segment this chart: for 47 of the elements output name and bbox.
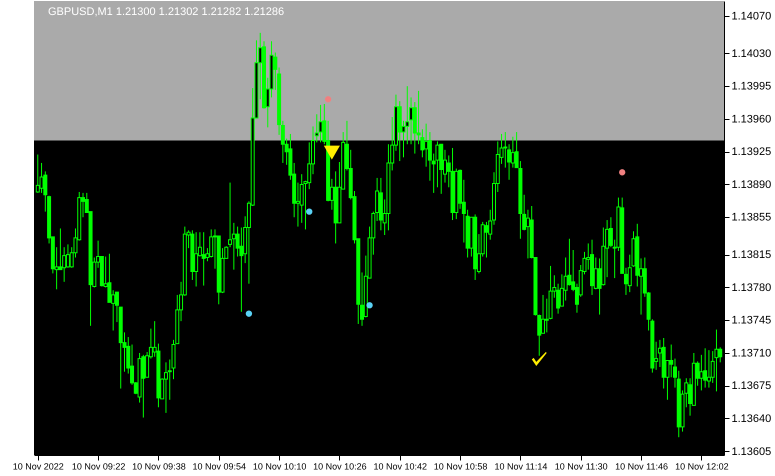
y-tick-label: 1.13605	[732, 446, 772, 458]
x-tick-label: 10 Nov 11:14	[494, 462, 548, 472]
candlestick	[706, 350, 711, 388]
x-tick-label: 10 Nov 11:30	[554, 462, 608, 472]
y-tick-label: 1.13855	[732, 212, 772, 224]
point	[324, 146, 340, 160]
x-tick-label: 10 Nov 11:46	[615, 462, 668, 472]
y-tick-label: 1.13995	[732, 80, 772, 93]
candlestick	[484, 221, 488, 258]
point	[246, 310, 252, 317]
x-tick-label: 10 Nov 09:54	[192, 462, 246, 472]
candlestick	[718, 346, 722, 363]
point	[619, 169, 626, 176]
candlestick	[164, 362, 168, 414]
y-tick-label: 1.13640	[732, 412, 772, 425]
x-tick-label: 10 Nov 10:10	[252, 462, 306, 472]
y-tick-label: 1.13675	[732, 380, 772, 392]
candlestick	[699, 354, 704, 391]
x-tick-label: 10 Nov 10:42	[373, 462, 428, 472]
candlestick	[194, 232, 198, 288]
y-tick-label: 1.13780	[732, 282, 772, 294]
x-tick-label: 10 Nov 09:38	[132, 462, 186, 472]
x-tick-label: 10 Nov 10:58	[434, 462, 488, 472]
y-tick-label: 1.14030	[732, 48, 772, 60]
y-tick-label: 1.13710	[732, 347, 772, 360]
candlestick	[703, 348, 708, 388]
chart-title: GBPUSD,M1 1.21300 1.21302 1.21282 1.21286	[48, 6, 284, 18]
candlestick	[202, 232, 206, 286]
candlestick	[318, 104, 323, 143]
x-tick-label: 10 Nov 2022	[12, 462, 64, 472]
point	[532, 352, 547, 366]
y-tick-label: 1.13925	[732, 146, 772, 158]
candlestick	[526, 209, 530, 259]
candlestick	[541, 294, 546, 334]
y-tick-label: 1.14070	[732, 10, 772, 22]
candlestick	[424, 123, 428, 168]
point	[306, 208, 312, 215]
candlestick	[714, 329, 718, 392]
x-tick-label: 10 Nov 10:26	[313, 462, 367, 472]
y-tick-label: 1.13960	[732, 113, 772, 126]
x-tick-label: 10 Nov 12:02	[675, 462, 729, 472]
point	[324, 96, 332, 102]
y-tick-label: 1.13815	[732, 249, 772, 262]
x-tick-label: 10 Nov 09:22	[72, 462, 126, 472]
y-tick-label: 1.13745	[732, 314, 772, 327]
y-tick-label: 1.13890	[732, 178, 772, 191]
point	[366, 302, 373, 308]
